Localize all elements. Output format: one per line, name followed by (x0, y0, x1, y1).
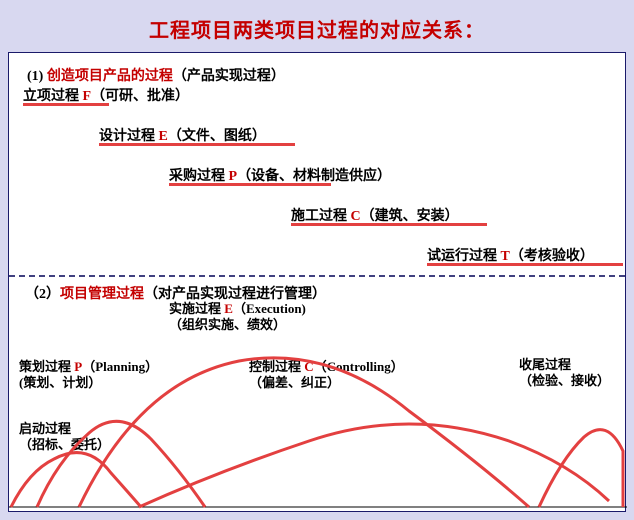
product-step-3: 施工过程 C（建筑、安装） (291, 205, 459, 225)
step-underline-1 (99, 143, 295, 146)
step-underline-4 (427, 263, 623, 266)
section1-prefix: (1) (27, 69, 47, 84)
curve-4 (539, 430, 623, 507)
step-code: C (351, 209, 361, 224)
curve-2 (79, 358, 529, 507)
mgmt-line2: （组织实施、绩效） (169, 317, 286, 332)
step-code: T (501, 249, 510, 264)
step-label-pre: 施工过程 (291, 209, 351, 224)
step-code: P (229, 169, 238, 184)
process-curves (9, 341, 627, 511)
product-step-0: 立项过程 F（可研、批准） (23, 85, 189, 105)
section2-red: 项目管理过程 (60, 287, 144, 302)
step-code: F (83, 89, 92, 104)
section2-heading: （2）项目管理过程（对产品实现过程进行管理） (25, 283, 326, 303)
step-label-pre: 立项过程 (23, 89, 83, 104)
step-label-pre: 采购过程 (169, 169, 229, 184)
mgmt-label-0: 实施过程 E（Execution)（组织实施、绩效） (169, 301, 306, 334)
step-label-pre: 设计过程 (99, 129, 159, 144)
page-title: 工程项目两类项目过程的对应关系： (0, 0, 634, 53)
step-code: E (159, 129, 168, 144)
step-label-post: （可研、批准） (91, 89, 189, 104)
mgmt-pre: 实施过程 (169, 301, 224, 316)
section1-rest: （产品实现过程） (173, 69, 285, 84)
step-label-post: （考核验收） (510, 249, 594, 264)
diagram-box: (1) 创造项目产品的过程（产品实现过程） 立项过程 F（可研、批准） 设计过程 … (8, 52, 626, 512)
mgmt-code: E (224, 301, 233, 316)
product-step-4: 试运行过程 T（考核验收） (427, 245, 594, 265)
product-step-2: 采购过程 P（设备、材料制造供应） (169, 165, 391, 185)
step-underline-3 (291, 223, 487, 226)
step-label-pre: 试运行过程 (427, 249, 501, 264)
product-step-1: 设计过程 E（文件、图纸） (99, 125, 266, 145)
step-label-post: （文件、图纸） (168, 129, 266, 144)
section2-prefix: （2） (25, 287, 60, 302)
step-underline-2 (169, 183, 331, 186)
section-divider (9, 275, 625, 277)
section1-heading: (1) 创造项目产品的过程（产品实现过程） (27, 65, 285, 85)
step-label-post: （设备、材料制造供应） (237, 169, 391, 184)
curve-3 (139, 424, 609, 507)
section2-rest: （对产品实现过程进行管理） (144, 287, 326, 302)
curve-0 (11, 453, 141, 507)
step-label-post: （建筑、安装） (361, 209, 459, 224)
curve-1 (37, 421, 205, 507)
section1-red: 创造项目产品的过程 (47, 69, 173, 84)
mgmt-post: （Execution) (233, 301, 306, 316)
step-underline-0 (23, 103, 109, 106)
